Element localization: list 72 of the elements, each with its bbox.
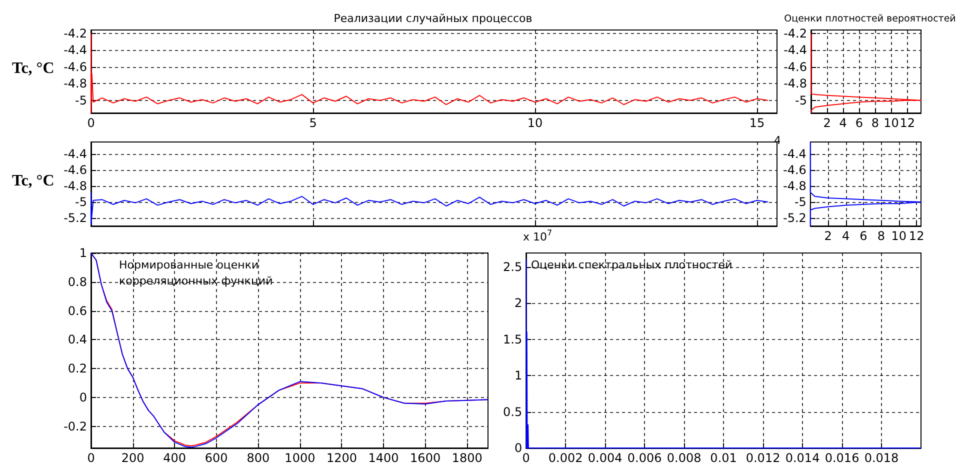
y-tick-label: -4.8 xyxy=(782,179,806,193)
y-tick-label: -5 xyxy=(795,93,807,108)
x-tick-label: 6 xyxy=(860,229,868,243)
x-tick-label: 15 xyxy=(749,116,765,130)
x-tick-label: 8 xyxy=(871,116,880,130)
x-tick-label: 800 xyxy=(246,451,270,465)
y-tick-label: 0 xyxy=(514,441,522,455)
x-tick-label: 0.01 xyxy=(710,451,737,465)
x-tick-label: 1800 xyxy=(452,451,482,465)
x-tick-label: 4 xyxy=(839,116,847,130)
text: Оценки спектральных плотностей xyxy=(531,258,732,272)
x-tick-label: 5 xyxy=(309,116,317,130)
y-tick-label: 2 xyxy=(514,296,522,310)
y-tick-label: 1.5 xyxy=(502,332,522,346)
y-tick-label: -4.4 xyxy=(64,147,87,161)
x-tick-label: 10 xyxy=(891,229,907,243)
y-tick-label: -4.8 xyxy=(784,76,807,91)
y-tick-label: -5.2 xyxy=(64,211,87,225)
y-tick-label: -0.2 xyxy=(64,419,87,434)
y-tick-label: -5 xyxy=(75,195,87,209)
y-tick-label: -4.4 xyxy=(784,43,807,58)
y-tick-label: 0.8 xyxy=(68,274,87,289)
y-tick-label: 0.5 xyxy=(502,404,522,419)
y-tick-label: -4.8 xyxy=(64,76,87,91)
y-tick-label: 0 xyxy=(79,390,87,404)
x-tick-label: 0.004 xyxy=(588,451,622,465)
y-tick-label: -4.4 xyxy=(64,43,87,58)
y-tick-label: -4.6 xyxy=(784,60,807,74)
y-tick-label: 1 xyxy=(514,368,522,383)
y-tick-label: 0.4 xyxy=(68,332,87,347)
x-tick-label: 2 xyxy=(824,229,832,243)
text: Нормированные оценки корреляционных функций xyxy=(119,258,273,288)
x-tick-label: 0.014 xyxy=(785,451,820,465)
x-tick-label: 8 xyxy=(877,229,886,243)
y-tick-label: -4.4 xyxy=(782,147,806,161)
x-tick-label: 0.002 xyxy=(548,451,583,465)
y-tick-label: 1 xyxy=(79,246,87,260)
x-tick-label: 200 xyxy=(121,451,144,465)
x-tick-label: 10 xyxy=(527,116,543,130)
x-tick-label: 12 xyxy=(908,229,924,243)
x-tick-label: 0.006 xyxy=(627,451,662,465)
y-axis-title: Tc, °C xyxy=(12,60,54,77)
y-tick-label: -4.6 xyxy=(64,163,87,177)
y-axis-title: Tc, °C xyxy=(12,172,54,190)
x-tick-label: 10 xyxy=(884,116,899,130)
x-tick-label: 6 xyxy=(855,116,863,130)
x-tick-label: 0.012 xyxy=(746,451,780,465)
y-tick-label: -4.2 xyxy=(64,26,87,40)
x-tick-label: 400 xyxy=(163,451,186,465)
x-tick-label: 0.018 xyxy=(864,451,899,465)
x-tick-label: 0.008 xyxy=(666,451,702,465)
y-tick-label: -4.6 xyxy=(782,163,806,177)
y-tick-label: -5 xyxy=(794,195,806,209)
x-tick-label: 1600 xyxy=(410,451,441,465)
y-tick-label: -4.2 xyxy=(784,26,807,40)
y-tick-label: 0.2 xyxy=(68,362,87,376)
chart-title: Оценки плотностей вероятностей xyxy=(784,14,956,24)
x-tick-label: 1000 xyxy=(284,451,316,465)
x-tick-label: 2 xyxy=(823,116,831,130)
y-tick-label: -5.2 xyxy=(782,211,806,225)
y-tick-label: 2.5 xyxy=(502,260,522,274)
x-tick-label: 4 xyxy=(842,229,850,243)
x-tick-label: 1400 xyxy=(368,451,399,465)
y-tick-label: 0.6 xyxy=(68,304,87,318)
y-tick-label: -4.6 xyxy=(64,60,87,74)
chart-title: Реализации случайных процессов xyxy=(334,12,532,25)
x-tick-label: 1200 xyxy=(326,451,358,465)
x-tick-label: 12 xyxy=(900,116,915,130)
y-tick-label: -5 xyxy=(75,93,87,108)
x-tick-label: 0.016 xyxy=(824,451,860,465)
y-tick-label: -4.8 xyxy=(64,179,87,193)
x-tick-label: 600 xyxy=(204,451,228,465)
